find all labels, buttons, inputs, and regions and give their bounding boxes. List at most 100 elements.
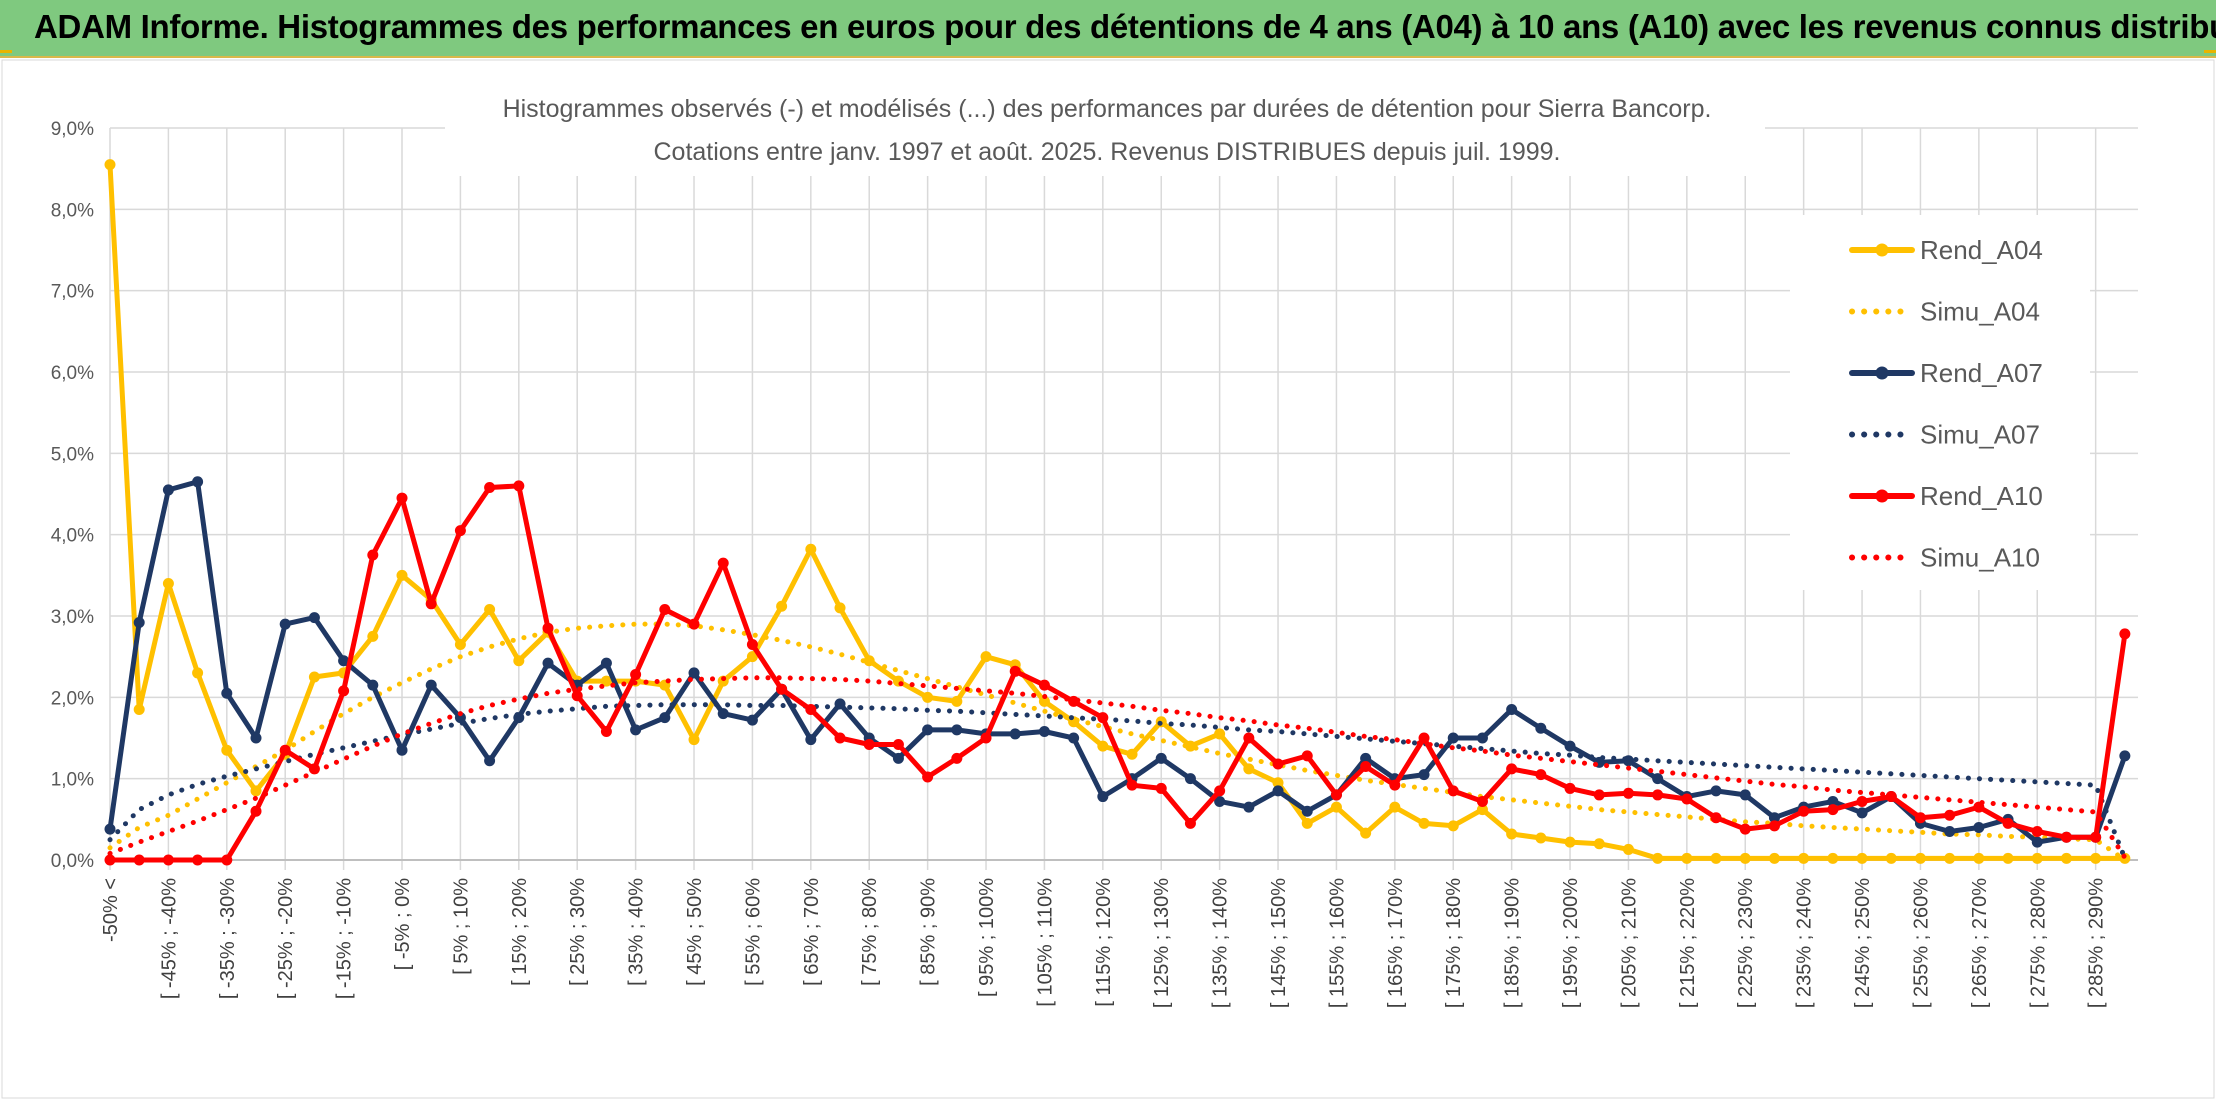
data-point-rend-a07 — [1184, 773, 1196, 785]
x-tick-label: [ 155% ; 160% — [1326, 878, 1348, 1008]
data-point-rend-a10 — [1272, 758, 1284, 770]
data-point-rend-a07 — [746, 714, 758, 726]
data-point-rend-a10 — [571, 690, 583, 702]
corner-mark-right — [2204, 50, 2216, 65]
x-tick-label: [ -25% ; -20% — [275, 878, 297, 999]
data-point-rend-a07 — [659, 712, 671, 724]
data-point-rend-a07 — [688, 667, 700, 679]
y-tick-label: 3,0% — [51, 607, 94, 628]
y-tick-label: 5,0% — [51, 444, 94, 465]
data-point-rend-a04 — [980, 651, 992, 663]
data-point-rend-a04 — [133, 704, 145, 716]
x-tick-label: [ 125% ; 130% — [1151, 878, 1173, 1008]
legend-label-simu-a10: Simu_A10 — [1920, 543, 2040, 573]
data-point-rend-a04 — [1768, 852, 1780, 864]
data-point-rend-a04 — [1914, 852, 1926, 864]
data-point-rend-a10 — [1360, 760, 1372, 772]
x-tick-label: [ -15% ; -10% — [334, 878, 356, 999]
x-tick-label: -50% < — [100, 878, 122, 942]
data-point-rend-a10 — [951, 752, 963, 764]
data-point-rend-a10 — [1214, 785, 1226, 797]
y-tick-label: 1,0% — [51, 770, 94, 791]
data-point-rend-a10 — [1155, 782, 1167, 794]
data-point-rend-a10 — [1535, 769, 1547, 781]
data-point-rend-a10 — [746, 638, 758, 650]
data-point-rend-a04 — [1593, 838, 1605, 850]
data-point-rend-a04 — [104, 159, 116, 171]
chart-title: Histogrammes observés (-) et modélisés (… — [503, 95, 1712, 123]
data-point-rend-a10 — [1798, 805, 1810, 817]
data-point-rend-a04 — [1389, 801, 1401, 813]
data-point-rend-a04 — [1739, 852, 1751, 864]
data-point-rend-a04 — [1622, 843, 1634, 855]
data-point-rend-a04 — [2060, 852, 2072, 864]
data-point-rend-a04 — [1798, 852, 1810, 864]
data-point-rend-a07 — [892, 752, 904, 764]
data-point-rend-a07 — [1009, 728, 1021, 740]
x-tick-label: [ 215% ; 220% — [1677, 878, 1699, 1008]
data-point-rend-a07 — [1710, 785, 1722, 797]
data-point-rend-a04 — [367, 630, 379, 642]
data-point-rend-a10 — [1914, 812, 1926, 824]
data-point-rend-a07 — [1418, 769, 1430, 781]
data-point-rend-a04 — [746, 651, 758, 663]
data-point-rend-a10 — [2119, 628, 2131, 640]
legend-marker-rend-a04 — [1875, 243, 1889, 257]
data-point-rend-a07 — [1038, 725, 1050, 737]
x-tick-label: [ 205% ; 210% — [1618, 878, 1640, 1008]
x-tick-label: [ 285% ; 290% — [2086, 878, 2108, 1008]
data-point-rend-a04 — [1126, 748, 1138, 760]
data-point-rend-a07 — [338, 655, 350, 667]
data-point-rend-a04 — [1038, 695, 1050, 707]
x-tick-label: [ 185% ; 190% — [1502, 878, 1524, 1008]
data-point-rend-a04 — [513, 655, 525, 667]
y-tick-label: 8,0% — [51, 200, 94, 221]
data-point-rend-a07 — [717, 708, 729, 720]
data-point-rend-a04 — [600, 675, 612, 687]
y-tick-label: 2,0% — [51, 688, 94, 709]
x-tick-label: [ 35% ; 40% — [626, 878, 648, 986]
data-point-rend-a07 — [630, 724, 642, 736]
data-point-rend-a04 — [1476, 804, 1488, 816]
data-point-rend-a10 — [454, 525, 466, 537]
data-point-rend-a07 — [484, 755, 496, 767]
x-tick-label: [ 165% ; 170% — [1385, 878, 1407, 1008]
data-point-rend-a10 — [425, 598, 437, 610]
data-point-rend-a04 — [1243, 763, 1255, 775]
legend-label-rend-a07: Rend_A07 — [1920, 358, 2043, 388]
legend-label-simu-a07: Simu_A07 — [1920, 420, 2040, 450]
data-point-rend-a10 — [1038, 679, 1050, 691]
data-point-rend-a07 — [1652, 773, 1664, 785]
data-point-rend-a10 — [776, 683, 788, 695]
x-tick-label: [ 175% ; 180% — [1443, 878, 1465, 1008]
data-point-rend-a04 — [396, 569, 408, 581]
data-point-rend-a04 — [1535, 832, 1547, 844]
data-point-rend-a10 — [717, 557, 729, 569]
x-tick-label: [ 105% ; 110% — [1034, 878, 1056, 1007]
data-point-rend-a10 — [1944, 809, 1956, 821]
data-point-rend-a07 — [1155, 752, 1167, 764]
x-tick-label: [ 55% ; 60% — [742, 878, 764, 986]
report-banner: ADAM Informe. Histogrammes des performan… — [0, 0, 2216, 58]
data-point-rend-a07 — [1856, 807, 1868, 819]
data-point-rend-a04 — [2090, 852, 2102, 864]
x-tick-label: [ 5% ; 10% — [450, 878, 472, 975]
data-point-rend-a04 — [834, 602, 846, 614]
data-point-rend-a04 — [1214, 728, 1226, 740]
data-point-rend-a10 — [1768, 820, 1780, 832]
x-tick-label: [ 15% ; 20% — [509, 878, 531, 986]
chart-title-background — [445, 84, 1765, 176]
corner-mark-left — [0, 50, 12, 65]
x-tick-label: [ -5% ; 0% — [392, 878, 414, 970]
x-tick-label: [ 25% ; 30% — [567, 878, 589, 986]
data-point-rend-a04 — [922, 691, 934, 703]
data-point-rend-a07 — [1827, 795, 1839, 807]
series-line-simu-a07 — [107, 702, 2128, 861]
data-point-rend-a04 — [1681, 852, 1693, 864]
data-point-rend-a10 — [1739, 823, 1751, 835]
data-point-rend-a07 — [221, 687, 233, 699]
data-point-rend-a10 — [834, 732, 846, 744]
data-point-rend-a04 — [688, 734, 700, 746]
data-point-rend-a04 — [1184, 740, 1196, 752]
x-tick-label: [ -35% ; -30% — [217, 878, 239, 999]
